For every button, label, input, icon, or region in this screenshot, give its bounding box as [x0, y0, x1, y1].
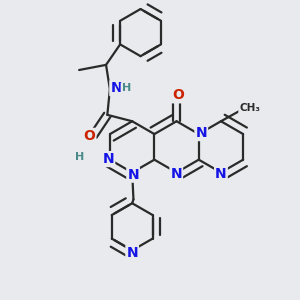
Text: H: H [75, 152, 84, 163]
Text: H: H [122, 83, 131, 93]
Text: N: N [103, 152, 114, 166]
Text: N: N [215, 167, 227, 181]
Text: N: N [127, 168, 139, 182]
Text: CH₃: CH₃ [239, 103, 260, 113]
Text: N: N [126, 246, 138, 260]
Text: O: O [172, 88, 184, 102]
Text: N: N [195, 126, 207, 140]
Text: O: O [83, 129, 95, 143]
Text: N: N [170, 167, 182, 181]
Text: N: N [110, 81, 122, 95]
